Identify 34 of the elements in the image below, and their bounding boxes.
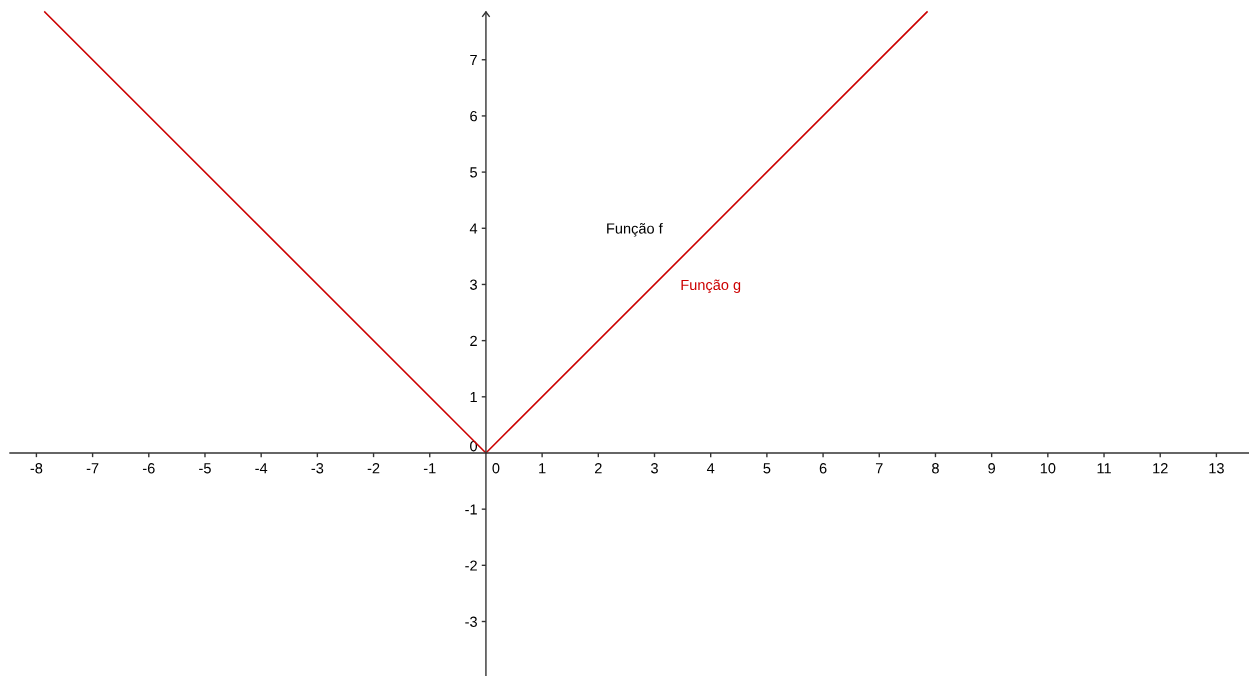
y-tick-label: -1 bbox=[465, 504, 477, 515]
y-tick-label: -2 bbox=[465, 560, 477, 571]
y-tick-label: 2 bbox=[470, 335, 477, 346]
x-tick-label: -1 bbox=[423, 463, 436, 474]
x-tick-label: 1 bbox=[539, 463, 546, 474]
y-tick-label: 4 bbox=[469, 223, 478, 234]
x-tick-label: 10 bbox=[1040, 463, 1056, 474]
y-tick-label: 5 bbox=[470, 167, 477, 178]
x-tick-label: -3 bbox=[311, 463, 324, 474]
y-tick-label: 7 bbox=[470, 55, 477, 66]
y-tick-label: 3 bbox=[470, 279, 477, 290]
x-tick-label: 9 bbox=[988, 463, 996, 474]
x-tick-label: 4 bbox=[706, 463, 715, 474]
x-tick-label: 0 bbox=[492, 463, 500, 474]
x-tick-label: 6 bbox=[819, 463, 827, 474]
x-tick-label: -6 bbox=[142, 463, 155, 474]
y-tick-label: -3 bbox=[465, 616, 477, 627]
x-tick-label: -4 bbox=[255, 463, 268, 474]
x-tick-label: 13 bbox=[1209, 463, 1224, 474]
x-tick-label: 7 bbox=[875, 463, 883, 474]
series-label: Função g bbox=[681, 279, 741, 294]
x-tick-label: 12 bbox=[1153, 463, 1168, 474]
x-tick-label: -2 bbox=[367, 463, 380, 474]
x-tick-label: -8 bbox=[30, 463, 43, 474]
x-tick-label: 11 bbox=[1097, 463, 1111, 474]
x-tick-label: -5 bbox=[199, 463, 211, 474]
x-tick-label: 5 bbox=[763, 463, 771, 474]
y-tick-label: 1 bbox=[470, 392, 477, 403]
x-tick-label: -7 bbox=[86, 463, 99, 474]
annotation: Função f bbox=[607, 222, 663, 237]
x-tick-label: 2 bbox=[594, 463, 602, 474]
x-tick-label: 3 bbox=[651, 463, 658, 474]
x-tick-label: 8 bbox=[932, 463, 939, 474]
y-tick-label: 6 bbox=[470, 111, 477, 122]
